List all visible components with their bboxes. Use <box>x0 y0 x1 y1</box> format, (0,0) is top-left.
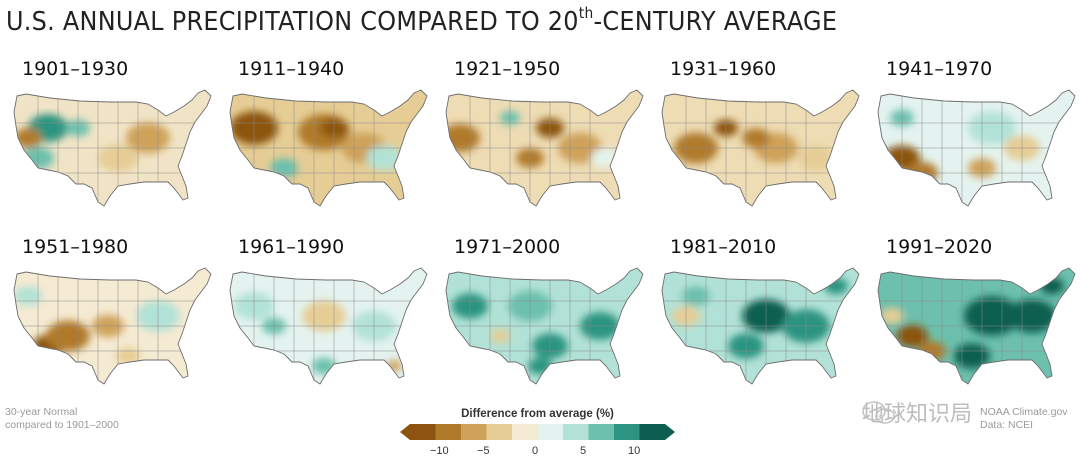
us-precipitation-map <box>229 89 428 207</box>
us-outline <box>13 267 212 385</box>
us-precipitation-map <box>661 89 860 207</box>
precipitation-anomaly-area <box>824 277 848 295</box>
us-outline <box>661 89 860 207</box>
precipitation-anomaly-area <box>880 307 904 325</box>
us-outline <box>229 89 428 207</box>
us-precipitation-map <box>13 89 212 207</box>
map-panel: 1931–1960 <box>656 58 868 248</box>
map-panel: 1941–1970 <box>872 58 1080 248</box>
precipitation-anomaly-area <box>591 148 619 168</box>
precipitation-anomaly-area <box>490 329 510 343</box>
legend-swatch <box>461 424 487 440</box>
precipitation-anomaly-area <box>366 145 402 171</box>
us-precipitation-map <box>229 267 428 385</box>
map-panel: 1901–1930 <box>8 58 220 248</box>
precipitation-anomaly-area <box>302 300 346 332</box>
us-outline <box>13 89 212 207</box>
map-panel: 1951–1980 <box>8 236 220 426</box>
normal-note-line2: compared to 1901–2000 <box>5 419 119 431</box>
panel-period-label: 1951–1980 <box>22 236 129 258</box>
us-outline <box>445 267 644 385</box>
normal-note: 30-year Normal compared to 1901–2000 <box>5 406 119 432</box>
precipitation-anomaly-area <box>14 128 42 148</box>
map-panel: 1981–2010 <box>656 236 868 426</box>
us-precipitation-map <box>445 267 644 385</box>
panel-period-label: 1911–1940 <box>238 58 345 80</box>
us-precipitation-map <box>661 267 860 385</box>
us-outline <box>445 89 644 207</box>
legend-swatch <box>486 424 512 440</box>
precipitation-anomaly-area <box>1040 277 1064 295</box>
watermark-text: 地球知识局 <box>862 402 973 427</box>
us-precipitation-map <box>13 267 212 385</box>
credit-line1: NOAA Climate.gov <box>980 406 1068 418</box>
us-outline <box>877 89 1076 207</box>
us-precipitation-map <box>445 89 644 207</box>
map-panel: 1991–2020 <box>872 236 1080 426</box>
legend-swatch <box>563 424 589 440</box>
precipitation-anomaly-area <box>1008 299 1056 333</box>
credit: NOAA Climate.gov Data: NCEI <box>980 406 1068 432</box>
panel-period-label: 1901–1930 <box>22 58 129 80</box>
legend-tick-label: 5 <box>580 445 587 457</box>
legend-swatch <box>588 424 614 440</box>
us-precipitation-map <box>877 89 1076 207</box>
normal-note-line1: 30-year Normal <box>5 406 78 418</box>
panel-period-label: 1961–1990 <box>238 236 345 258</box>
us-outline <box>661 267 860 385</box>
credit-line2: Data: NCEI <box>980 419 1034 431</box>
map-panel: 1921–1950 <box>440 58 652 248</box>
precipitation-anomaly-area <box>896 324 928 348</box>
panel-period-label: 1981–2010 <box>670 236 777 258</box>
legend-tick-label: 10 <box>628 445 641 457</box>
map-panel: 1961–1990 <box>224 236 436 426</box>
panel-period-label: 1991–2020 <box>886 236 993 258</box>
map-panel: 1971–2000 <box>440 236 652 426</box>
legend-swatch <box>614 424 640 440</box>
legend-swatch <box>639 424 675 440</box>
panel-period-label: 1931–1960 <box>670 58 777 80</box>
us-outline <box>877 267 1076 385</box>
chart-title: U.S. ANNUAL PRECIPITATION COMPARED TO 20… <box>6 4 838 37</box>
legend-title: Difference from average (%) <box>461 408 614 420</box>
wechat-logo-icon <box>862 401 895 424</box>
legend-tick-label: 0 <box>532 445 539 457</box>
map-panel: 1911–1940 <box>224 58 436 248</box>
precipitation-anomaly-area <box>798 145 834 171</box>
panel-period-label: 1941–1970 <box>886 58 993 80</box>
precipitation-anomaly-area <box>116 347 140 365</box>
us-precipitation-map <box>877 267 1076 385</box>
panel-period-label: 1921–1950 <box>454 58 561 80</box>
legend-swatch <box>537 424 563 440</box>
precipitation-anomaly-area <box>968 111 1016 145</box>
precipitation-anomaly-area <box>46 320 90 352</box>
precipitation-anomaly-area <box>386 360 402 372</box>
us-outline <box>229 267 428 385</box>
legend-swatch <box>400 424 436 440</box>
legend-tick-label: −5 <box>477 445 490 457</box>
legend-tick-label: −10 <box>430 445 449 457</box>
legend-color-bar <box>400 424 675 440</box>
legend-swatch <box>512 424 538 440</box>
precipitation-anomaly-area <box>954 343 990 369</box>
precipitation-anomaly-area <box>126 122 170 154</box>
panel-period-label: 1971–2000 <box>454 236 561 258</box>
legend-swatch <box>435 424 461 440</box>
precipitation-anomaly-area <box>742 128 770 148</box>
